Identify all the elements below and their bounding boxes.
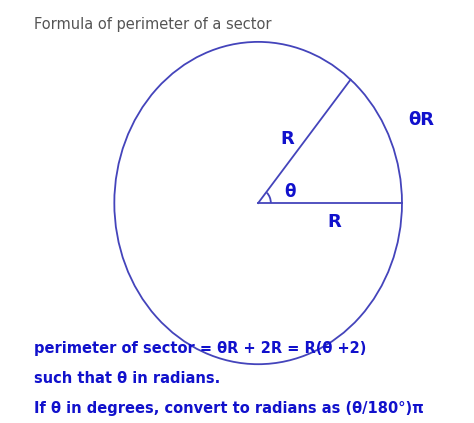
Text: If θ in degrees, convert to radians as (θ/180°)π: If θ in degrees, convert to radians as (…: [34, 401, 424, 416]
Text: θ: θ: [284, 184, 296, 201]
Text: R: R: [328, 213, 341, 231]
Text: perimeter of sector = θR + 2R = R(θ +2): perimeter of sector = θR + 2R = R(θ +2): [34, 341, 366, 355]
Text: R: R: [281, 130, 294, 148]
Text: θR: θR: [408, 111, 434, 129]
Text: Formula of perimeter of a sector: Formula of perimeter of a sector: [34, 17, 272, 32]
Text: such that θ in radians.: such that θ in radians.: [34, 371, 220, 386]
